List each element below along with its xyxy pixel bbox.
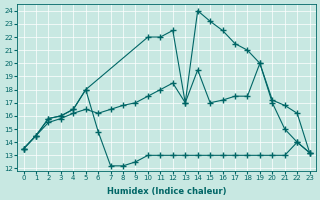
X-axis label: Humidex (Indice chaleur): Humidex (Indice chaleur) [107, 187, 226, 196]
